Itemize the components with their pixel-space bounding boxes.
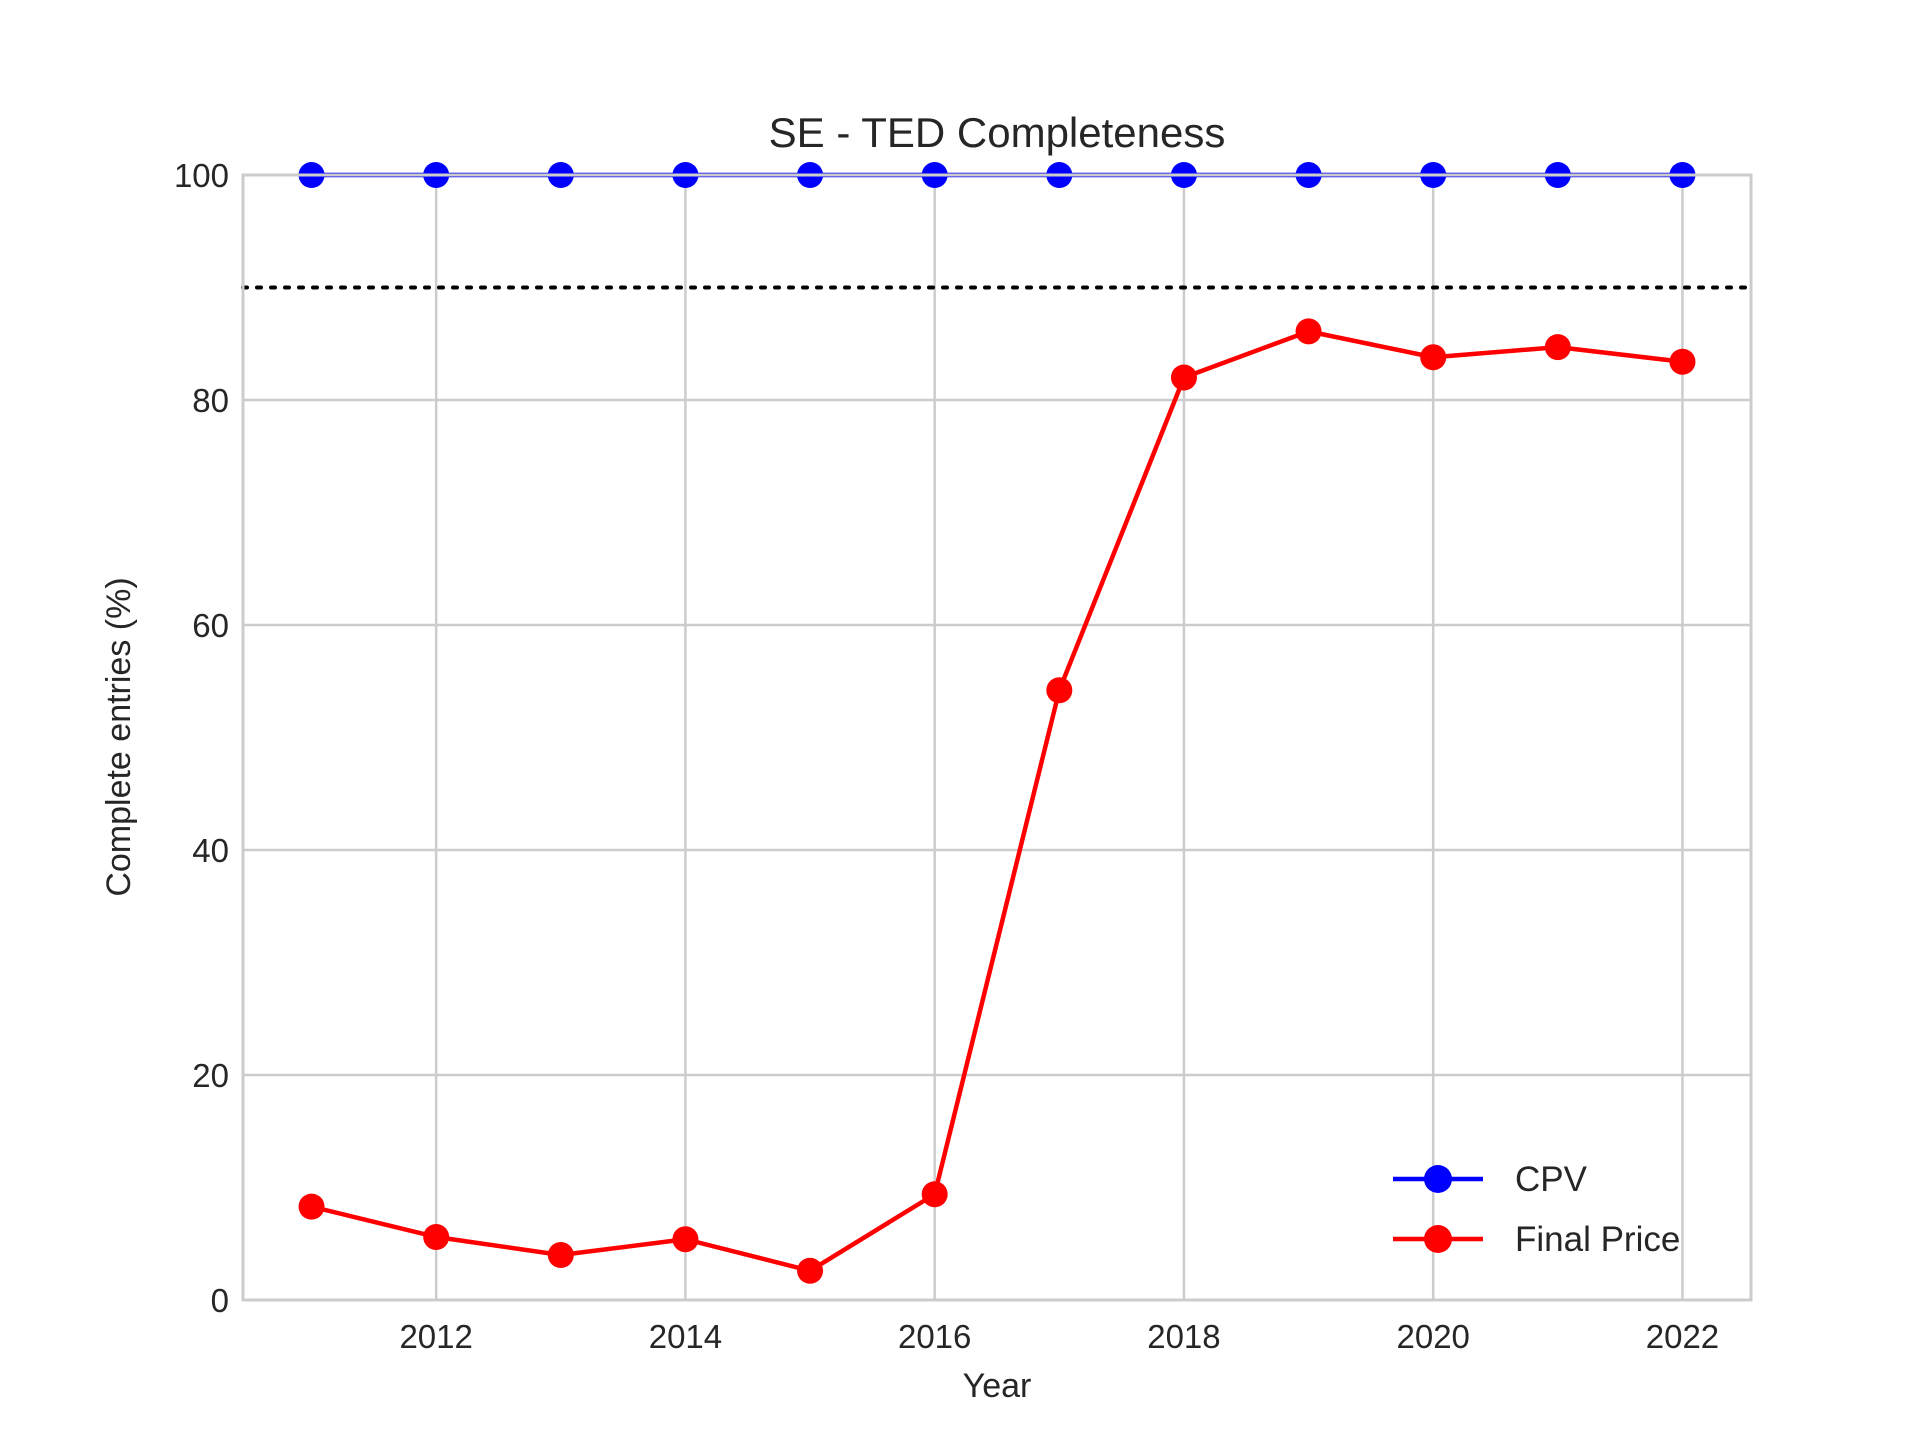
y-tick-label-40: 40 [192, 832, 229, 869]
chart-title: SE - TED Completeness [769, 109, 1226, 156]
x-tick-label-2016: 2016 [898, 1318, 971, 1355]
data-point-final-price-2021 [1544, 334, 1571, 361]
series-line-final-price [311, 329, 1683, 1273]
data-point-final-price-2014 [672, 1226, 699, 1253]
legend: CPV Final Price [1393, 1160, 1680, 1259]
legend-label-final-price: Final Price [1515, 1220, 1680, 1259]
x-tick-label-2018: 2018 [1147, 1318, 1220, 1355]
data-point-final-price-2022 [1669, 348, 1696, 375]
data-point-final-price-2011 [298, 1193, 325, 1220]
x-tick-label-2012: 2012 [399, 1318, 472, 1355]
y-tick-label-100: 100 [174, 157, 229, 194]
series-final-price [298, 318, 1696, 1284]
x-tick-label-2014: 2014 [649, 1318, 722, 1355]
data-point-final-price-2019 [1295, 318, 1322, 345]
x-tick-label-2020: 2020 [1396, 1318, 1469, 1355]
y-tick-label-60: 60 [192, 607, 229, 644]
data-point-final-price-2015 [797, 1257, 824, 1284]
y-tick-label-80: 80 [192, 382, 229, 419]
legend-label-cpv: CPV [1515, 1160, 1588, 1199]
legend-marker-cpv [1424, 1165, 1452, 1193]
y-axis-label: Complete entries (%) [100, 577, 138, 896]
y-tick-label-0: 0 [211, 1282, 229, 1319]
tick-labels: 2012 2014 2016 2018 2020 2022 0 20 40 60 80 100 [174, 157, 1719, 1355]
data-point-final-price-2018 [1170, 364, 1197, 391]
data-point-final-price-2020 [1420, 344, 1447, 371]
plot-area [243, 175, 1751, 1300]
legend-marker-final-price [1424, 1225, 1452, 1253]
data-point-final-price-2012 [423, 1224, 450, 1250]
x-tick-label-2022: 2022 [1646, 1318, 1719, 1355]
y-tick-label-20: 20 [192, 1057, 229, 1094]
data-point-final-price-2017 [1046, 677, 1073, 704]
plot-frame [241, 173, 1753, 1302]
data-point-final-price-2016 [921, 1181, 948, 1208]
grid-lines [243, 175, 1751, 1300]
x-axis-label: Year [963, 1367, 1032, 1405]
data-point-final-price-2013 [547, 1242, 574, 1268]
